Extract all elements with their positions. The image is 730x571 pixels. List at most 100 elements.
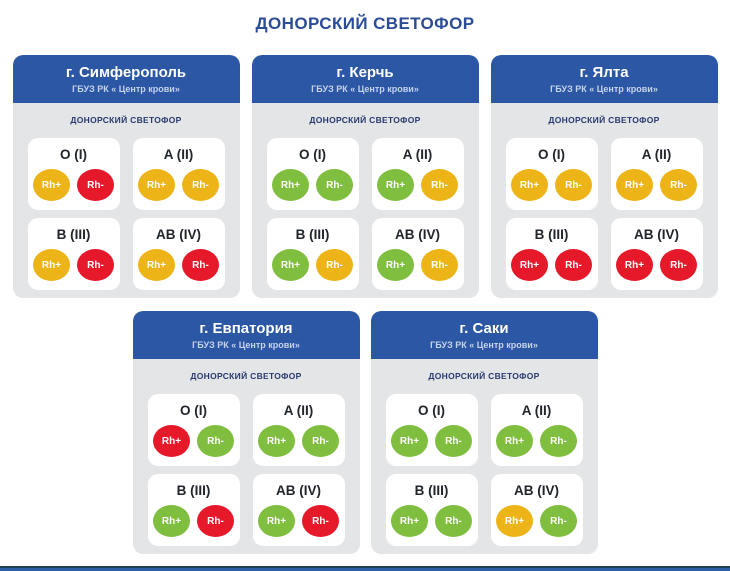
rh-status-badge: Rh- — [660, 169, 697, 201]
blood-group-tile: A (II) Rh+ Rh- — [252, 394, 345, 466]
blood-group-label: B (III) — [534, 227, 569, 242]
organization-name: ГБУЗ РК « Центр крови» — [430, 339, 538, 350]
blood-group-label: AB (IV) — [634, 227, 679, 242]
blood-group-tile: AB (IV) Rh+ Rh- — [132, 218, 225, 290]
blood-group-tile: A (II) Rh+ Rh- — [610, 138, 703, 210]
rh-status-badge: Rh- — [555, 249, 592, 281]
blood-group-tile: O (I) Rh+ Rh- — [147, 394, 240, 466]
rh-pills: Rh+ Rh- — [153, 505, 234, 537]
rh-status-badge: Rh+ — [138, 169, 175, 201]
rh-status-badge: Rh+ — [616, 169, 653, 201]
rh-pills: Rh+ Rh- — [272, 249, 353, 281]
city-card-header: г. Саки ГБУЗ РК « Центр крови» — [370, 311, 598, 359]
blood-groups-grid: O (I) Rh+ Rh- A (II) Rh+ Rh- B (III) Rh+ Rh… — [491, 138, 718, 290]
board-label: ДОНОРСКИЙ СВЕТОФОР — [190, 371, 302, 381]
board-label: ДОНОРСКИЙ СВЕТОФОР — [309, 115, 421, 125]
city-card: г. Симферополь ГБУЗ РК « Центр крови» ДО… — [12, 55, 240, 298]
rh-status-badge: Rh+ — [496, 505, 533, 537]
rh-pills: Rh+ Rh- — [616, 249, 697, 281]
city-name: г. Саки — [459, 319, 509, 337]
city-name: г. Керчь — [336, 63, 394, 81]
city-card-body: ДОНОРСКИЙ СВЕТОФОР O (I) Rh+ Rh- A (II) R… — [252, 103, 479, 290]
board-label: ДОНОРСКИЙ СВЕТОФОР — [70, 115, 182, 125]
blood-group-label: A (II) — [641, 147, 672, 162]
rh-pills: Rh+ Rh- — [138, 249, 219, 281]
rh-status-badge: Rh+ — [33, 249, 70, 281]
rh-status-badge: Rh+ — [377, 249, 414, 281]
blood-group-tile: AB (IV) Rh+ Rh- — [610, 218, 703, 290]
rh-pills: Rh+ Rh- — [138, 169, 219, 201]
blood-group-label: A (II) — [163, 147, 194, 162]
rh-status-badge: Rh+ — [153, 505, 190, 537]
blood-groups-grid: O (I) Rh+ Rh- A (II) Rh+ Rh- B (III) Rh+ Rh… — [13, 138, 240, 290]
city-card: г. Саки ГБУЗ РК « Центр крови» ДОНОРСКИЙ… — [370, 311, 598, 554]
footer-bar — [0, 566, 730, 571]
rh-status-badge: Rh+ — [616, 249, 653, 281]
rh-pills: Rh+ Rh- — [377, 169, 458, 201]
rh-pills: Rh+ Rh- — [391, 425, 472, 457]
rh-status-badge: Rh- — [197, 505, 234, 537]
rh-status-badge: Rh+ — [258, 425, 295, 457]
rh-status-badge: Rh+ — [258, 505, 295, 537]
rh-status-badge: Rh- — [77, 169, 114, 201]
blood-group-label: A (II) — [521, 403, 552, 418]
rh-status-badge: Rh- — [660, 249, 697, 281]
city-card-header: г. Керчь ГБУЗ РК « Центр крови» — [251, 55, 479, 103]
blood-group-label: B (III) — [295, 227, 330, 242]
rh-pills: Rh+ Rh- — [33, 169, 114, 201]
rh-status-badge: Rh+ — [272, 249, 309, 281]
blood-group-label: O (I) — [538, 147, 565, 162]
city-name: г. Ялта — [579, 63, 629, 81]
blood-group-label: O (I) — [299, 147, 326, 162]
rh-status-badge: Rh- — [302, 425, 339, 457]
blood-group-label: AB (IV) — [156, 227, 201, 242]
blood-group-tile: AB (IV) Rh+ Rh- — [490, 474, 583, 546]
city-card-body: ДОНОРСКИЙ СВЕТОФОР O (I) Rh+ Rh- A (II) R… — [491, 103, 718, 290]
blood-group-tile: O (I) Rh+ Rh- — [385, 394, 478, 466]
blood-group-tile: B (III) Rh+ Rh- — [147, 474, 240, 546]
rh-pills: Rh+ Rh- — [391, 505, 472, 537]
blood-groups-grid: O (I) Rh+ Rh- A (II) Rh+ Rh- B (III) Rh+ Rh… — [371, 394, 598, 546]
city-card-header: г. Евпатория ГБУЗ РК « Центр крови» — [132, 311, 360, 359]
blood-group-tile: B (III) Rh+ Rh- — [27, 218, 120, 290]
rh-status-badge: Rh- — [197, 425, 234, 457]
blood-group-tile: A (II) Rh+ Rh- — [490, 394, 583, 466]
blood-group-tile: AB (IV) Rh+ Rh- — [252, 474, 345, 546]
rh-status-badge: Rh+ — [496, 425, 533, 457]
blood-group-label: B (III) — [56, 227, 91, 242]
city-card: г. Керчь ГБУЗ РК « Центр крови» ДОНОРСКИ… — [251, 55, 479, 298]
blood-groups-grid: O (I) Rh+ Rh- A (II) Rh+ Rh- B (III) Rh+ Rh… — [133, 394, 360, 546]
rh-status-badge: Rh- — [421, 169, 458, 201]
blood-group-label: O (I) — [418, 403, 445, 418]
rh-pills: Rh+ Rh- — [511, 169, 592, 201]
rh-status-badge: Rh+ — [138, 249, 175, 281]
rh-status-badge: Rh+ — [272, 169, 309, 201]
rh-status-badge: Rh+ — [391, 425, 428, 457]
rh-status-badge: Rh- — [316, 169, 353, 201]
cards-row-1: г. Симферополь ГБУЗ РК « Центр крови» ДО… — [0, 55, 730, 298]
organization-name: ГБУЗ РК « Центр крови» — [72, 83, 180, 94]
rh-status-badge: Rh+ — [33, 169, 70, 201]
blood-group-tile: AB (IV) Rh+ Rh- — [371, 218, 464, 290]
rh-pills: Rh+ Rh- — [33, 249, 114, 281]
rh-status-badge: Rh- — [435, 425, 472, 457]
blood-group-label: AB (IV) — [276, 483, 321, 498]
rh-pills: Rh+ Rh- — [153, 425, 234, 457]
rh-pills: Rh+ Rh- — [272, 169, 353, 201]
board-label: ДОНОРСКИЙ СВЕТОФОР — [428, 371, 540, 381]
cards-row-2: г. Евпатория ГБУЗ РК « Центр крови» ДОНО… — [0, 311, 730, 554]
rh-status-badge: Rh- — [182, 249, 219, 281]
blood-group-tile: O (I) Rh+ Rh- — [505, 138, 598, 210]
board-label: ДОНОРСКИЙ СВЕТОФОР — [548, 115, 660, 125]
city-card: г. Ялта ГБУЗ РК « Центр крови» ДОНОРСКИЙ… — [490, 55, 718, 298]
rh-status-badge: Rh- — [421, 249, 458, 281]
rh-status-badge: Rh+ — [391, 505, 428, 537]
blood-group-tile: A (II) Rh+ Rh- — [132, 138, 225, 210]
rh-pills: Rh+ Rh- — [496, 425, 577, 457]
rh-status-badge: Rh- — [540, 425, 577, 457]
city-card-body: ДОНОРСКИЙ СВЕТОФОР O (I) Rh+ Rh- A (II) R… — [13, 103, 240, 290]
rh-status-badge: Rh- — [182, 169, 219, 201]
blood-group-tile: B (III) Rh+ Rh- — [266, 218, 359, 290]
blood-group-label: B (III) — [176, 483, 211, 498]
rh-pills: Rh+ Rh- — [616, 169, 697, 201]
